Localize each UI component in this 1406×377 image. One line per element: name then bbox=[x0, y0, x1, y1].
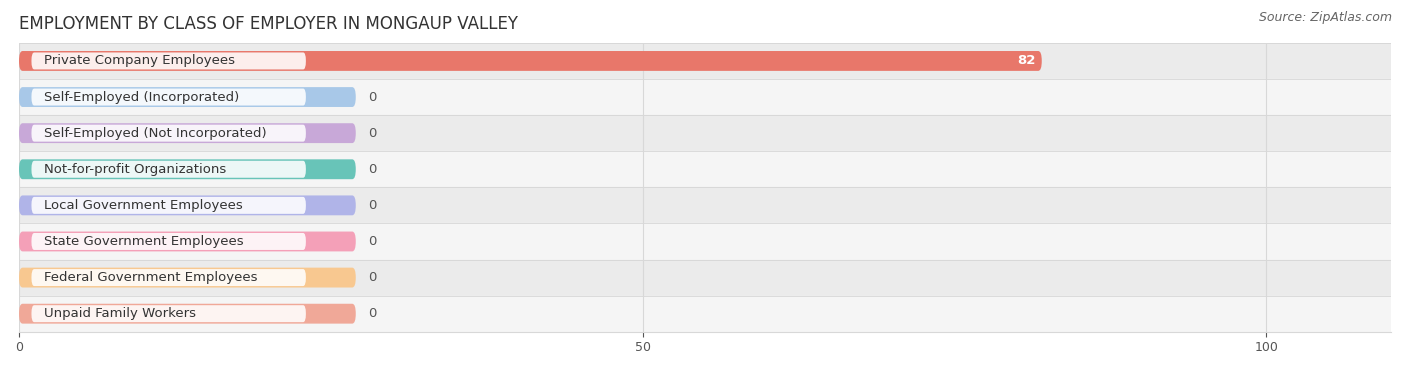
FancyBboxPatch shape bbox=[20, 87, 356, 107]
FancyBboxPatch shape bbox=[31, 125, 307, 142]
Text: 0: 0 bbox=[368, 235, 377, 248]
FancyBboxPatch shape bbox=[20, 195, 356, 215]
Text: Private Company Employees: Private Company Employees bbox=[44, 54, 235, 67]
Text: Self-Employed (Not Incorporated): Self-Employed (Not Incorporated) bbox=[44, 127, 267, 139]
Text: Not-for-profit Organizations: Not-for-profit Organizations bbox=[44, 163, 226, 176]
Text: 0: 0 bbox=[368, 199, 377, 212]
FancyBboxPatch shape bbox=[31, 233, 307, 250]
Bar bbox=[20, 79, 1391, 115]
FancyBboxPatch shape bbox=[31, 305, 307, 322]
Text: 0: 0 bbox=[368, 163, 377, 176]
FancyBboxPatch shape bbox=[31, 89, 307, 106]
Text: 0: 0 bbox=[368, 307, 377, 320]
FancyBboxPatch shape bbox=[31, 52, 307, 69]
Text: Federal Government Employees: Federal Government Employees bbox=[44, 271, 257, 284]
FancyBboxPatch shape bbox=[31, 269, 307, 286]
Text: Self-Employed (Incorporated): Self-Employed (Incorporated) bbox=[44, 90, 239, 104]
FancyBboxPatch shape bbox=[20, 159, 356, 179]
Text: 0: 0 bbox=[368, 271, 377, 284]
FancyBboxPatch shape bbox=[20, 231, 356, 251]
Text: Local Government Employees: Local Government Employees bbox=[44, 199, 243, 212]
Bar bbox=[20, 43, 1391, 79]
Bar bbox=[20, 115, 1391, 151]
Bar bbox=[20, 151, 1391, 187]
FancyBboxPatch shape bbox=[31, 161, 307, 178]
Text: 0: 0 bbox=[368, 127, 377, 139]
FancyBboxPatch shape bbox=[20, 304, 356, 323]
FancyBboxPatch shape bbox=[31, 197, 307, 214]
Bar bbox=[20, 187, 1391, 224]
Text: 82: 82 bbox=[1017, 54, 1036, 67]
Bar bbox=[20, 224, 1391, 259]
FancyBboxPatch shape bbox=[20, 268, 356, 288]
Text: EMPLOYMENT BY CLASS OF EMPLOYER IN MONGAUP VALLEY: EMPLOYMENT BY CLASS OF EMPLOYER IN MONGA… bbox=[20, 15, 517, 33]
Text: 0: 0 bbox=[368, 90, 377, 104]
Bar bbox=[20, 296, 1391, 332]
FancyBboxPatch shape bbox=[20, 123, 356, 143]
Text: State Government Employees: State Government Employees bbox=[44, 235, 243, 248]
Bar bbox=[20, 259, 1391, 296]
Text: Unpaid Family Workers: Unpaid Family Workers bbox=[44, 307, 195, 320]
Text: Source: ZipAtlas.com: Source: ZipAtlas.com bbox=[1258, 11, 1392, 24]
FancyBboxPatch shape bbox=[20, 51, 1042, 71]
